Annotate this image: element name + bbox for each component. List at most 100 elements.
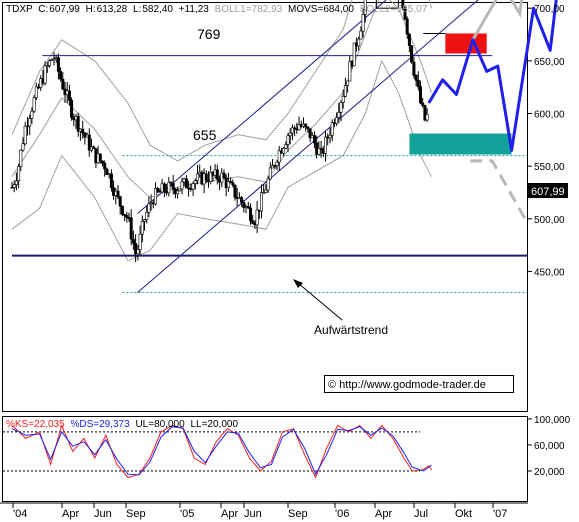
header-boll1-label: BOLL1= — [215, 4, 252, 15]
trend-arrow-shaft — [297, 282, 343, 321]
x-tick-label-5: Apr — [221, 508, 238, 520]
price-bar-body-157 — [357, 38, 361, 47]
price-bar-body-187 — [423, 105, 427, 121]
price-bar-body-178 — [403, 7, 407, 20]
x-tick-label-1: Apr — [62, 508, 79, 520]
price-bar-body-73 — [171, 183, 175, 190]
price-bar-body-26 — [67, 90, 71, 101]
header-boll2-label: BOLL2= — [360, 4, 397, 15]
price-bar-body-35 — [87, 134, 91, 151]
price-bar-body-62 — [147, 203, 151, 213]
stoch-ks-label: %KS= — [6, 419, 34, 430]
price-bar-body-5 — [21, 143, 25, 151]
price-bar-body-58 — [138, 233, 142, 250]
price-bar-body-49 — [118, 196, 122, 207]
x-tick-label-6: Jun — [244, 508, 262, 520]
price-bar-body-77 — [180, 181, 184, 190]
price-bar-body-57 — [136, 249, 140, 255]
price-bar-body-101 — [233, 184, 237, 198]
support-zone-label: 560/578 — [402, 227, 449, 242]
trend-label: Aufwärtstrend — [314, 323, 388, 337]
price-bar-body-93 — [215, 169, 219, 180]
stoch-y-tick-label-2: 100,000 — [534, 415, 571, 426]
price-bar-body-186 — [421, 102, 425, 106]
price-y-tick-label-0: 450,00 — [534, 267, 565, 278]
price-bar-body-79 — [184, 178, 188, 189]
level-655-label: 655 — [193, 127, 217, 143]
last-price-badge — [528, 183, 568, 198]
price-bar-body-84 — [196, 173, 200, 181]
price-bar-body-72 — [169, 182, 173, 184]
price-bar-body-2 — [14, 180, 18, 186]
price-bar-body-188 — [425, 114, 429, 121]
price-y-tick-label-2: 550,00 — [534, 162, 565, 173]
price-bar-body-43 — [105, 168, 109, 176]
header-movs-value: 684,00 — [323, 4, 354, 15]
price-bar-body-120 — [275, 161, 279, 166]
price-bar-body-82 — [191, 183, 195, 190]
price-bar-body-179 — [405, 18, 409, 35]
price-bar-body-182 — [412, 61, 416, 76]
price-bar-body-149 — [339, 102, 343, 113]
price-bar-body-96 — [222, 172, 226, 179]
price-bar-body-59 — [140, 221, 144, 235]
price-bar-body-45 — [109, 173, 113, 189]
channel-upper-line — [137, 0, 387, 214]
x-tick-label-10: Jul — [414, 508, 428, 520]
price-bar-body-185 — [418, 86, 422, 104]
price-bar-body-145 — [330, 122, 334, 136]
price-bar-body-109 — [251, 220, 255, 224]
horizontal-levels — [12, 55, 527, 294]
channel-lower-line — [137, 0, 479, 293]
price-bar-body-124 — [284, 144, 288, 149]
x-tick-label-9: Apr — [375, 508, 392, 520]
stoch-ul-value: 80,000 — [154, 419, 185, 430]
x-tick-label-12: '07 — [493, 508, 507, 520]
price-bar-body-119 — [273, 165, 277, 167]
price-bar-body-130 — [297, 124, 301, 130]
header-c-value: 607,99 — [49, 4, 80, 15]
price-bar-body-4 — [19, 149, 23, 167]
price-bar-body-105 — [242, 202, 246, 208]
price-bar-body-147 — [335, 117, 339, 125]
price-bar-body-153 — [348, 61, 352, 82]
price-bar-body-8 — [28, 118, 32, 127]
time-x-axis: '04 Apr Jun Sep '05 Apr Jun Sep '06 Apr Jul Okt '07 — [12, 503, 507, 520]
price-bar-body-152 — [346, 80, 350, 86]
price-bar-body-127 — [290, 127, 294, 134]
price-bar-body-126 — [288, 132, 292, 137]
bollinger-upper-line — [11, 0, 432, 162]
consolidation-box — [375, 0, 399, 9]
price-y-tick-label-5: 700,00 — [534, 4, 565, 15]
price-bar-body-15 — [43, 65, 47, 84]
header-l-label: L: — [133, 4, 141, 15]
price-bar-body-100 — [231, 182, 235, 186]
price-bar-body-125 — [286, 135, 290, 145]
price-y-axis: 450,00500,00550,00600,00650,00700,00750,… — [527, 4, 565, 278]
header-c-label: C: — [38, 4, 48, 15]
stoch-ul-label: UL= — [135, 419, 154, 430]
price-bar-body-148 — [337, 112, 341, 118]
price-bar-body-121 — [277, 150, 281, 163]
price-bar-body-142 — [323, 136, 327, 154]
price-bar-body-50 — [120, 205, 124, 215]
stoch-ds-value: 29,373 — [99, 419, 130, 430]
price-bar-body-151 — [343, 85, 347, 97]
stoch-header: %KS=22,035 %DS=29,373 UL=80,000 LL=20,00… — [6, 419, 238, 430]
price-y-tick-label-4: 650,00 — [534, 57, 565, 68]
price-bar-body-183 — [414, 74, 418, 81]
stoch-ds-label: %DS= — [70, 419, 99, 430]
header-l-value: 582,40 — [142, 4, 173, 15]
price-bar-body-65 — [154, 188, 158, 205]
price-bar-body-134 — [306, 126, 310, 130]
stoch-ll-label: LL= — [190, 419, 207, 430]
price-bar-body-113 — [259, 192, 263, 212]
x-tick-label-4: '05 — [180, 508, 194, 520]
price-bar-body-1 — [12, 184, 16, 188]
price-bar-body-83 — [193, 180, 197, 184]
stoch-y-tick-label-1: 60,000 — [534, 441, 565, 452]
price-bar-body-41 — [101, 160, 105, 164]
price-bar-body-48 — [116, 190, 120, 198]
price-bar-body-144 — [328, 134, 332, 139]
price-bar-body-32 — [81, 128, 85, 134]
